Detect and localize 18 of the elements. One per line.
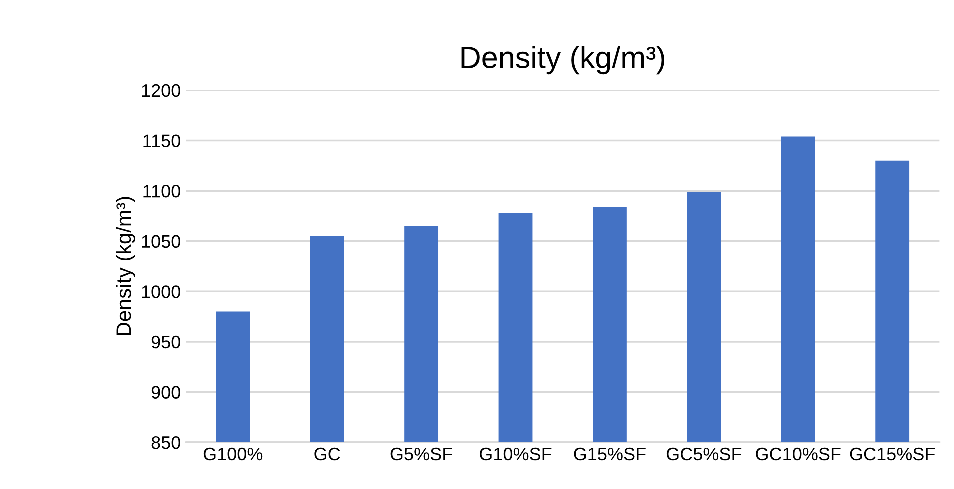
y-tick-label: 1000 <box>142 286 180 298</box>
x-tick-label: G10%SF <box>480 448 552 461</box>
y-axis-title: Density (kg/m³) <box>116 197 136 336</box>
y-tick-label: 1050 <box>142 235 180 248</box>
x-tick-label: GC5%SF <box>666 448 742 461</box>
x-tick-label: G15%SF <box>574 448 646 461</box>
y-tick-label: 850 <box>152 436 180 450</box>
y-tick-label: 1150 <box>144 134 180 148</box>
y-tick-label: 1200 <box>142 84 180 98</box>
x-tick-label: G100% <box>204 448 263 461</box>
x-tick-label: GC10%SF <box>756 448 841 461</box>
y-tick-label: 1100 <box>144 184 180 198</box>
x-tick-label: GC <box>314 448 340 461</box>
x-tick-label: GC15%SF <box>850 448 936 461</box>
y-tick-label: 950 <box>152 336 180 349</box>
y-tick-label: 900 <box>152 386 180 399</box>
x-tick-label: G5%SF <box>390 448 452 461</box>
chart-title: Density (kg/m³) <box>462 46 665 75</box>
